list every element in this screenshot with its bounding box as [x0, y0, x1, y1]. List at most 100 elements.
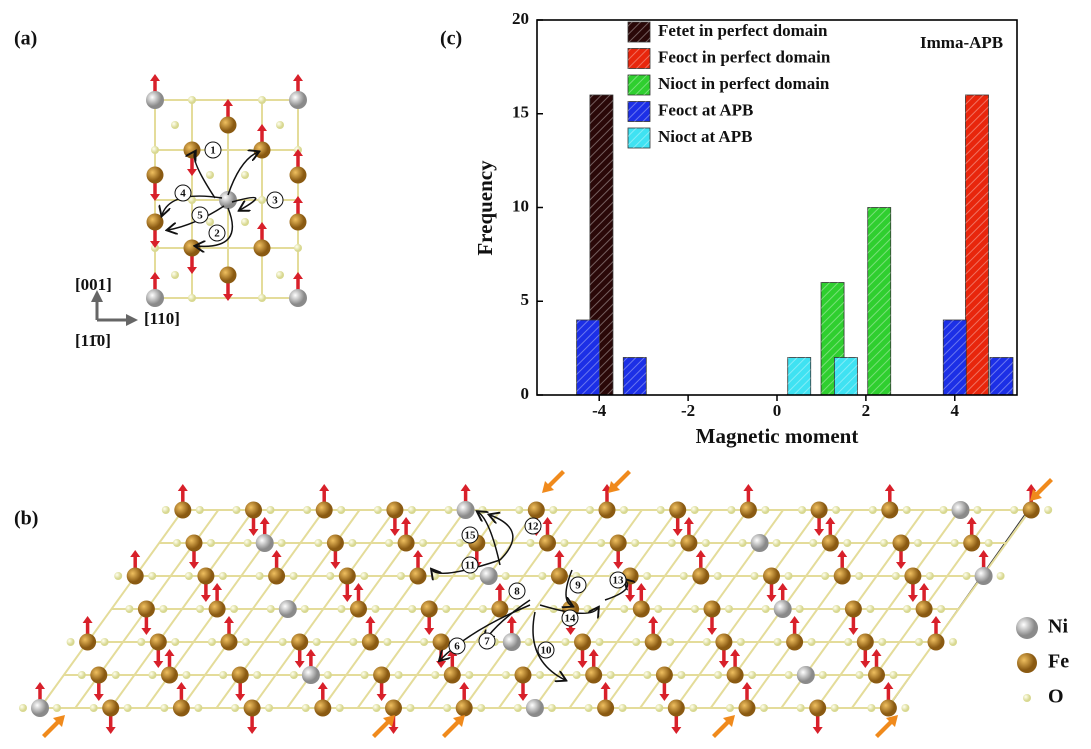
- fe-atom: [809, 700, 826, 717]
- o-atom: [301, 605, 309, 613]
- o-atom: [183, 671, 191, 679]
- o-atom: [548, 704, 556, 712]
- spin-arrow: [141, 628, 151, 635]
- o-atom: [1010, 506, 1018, 514]
- ni-atom: [279, 600, 297, 618]
- o-atom: [112, 671, 120, 679]
- o-atom: [915, 638, 923, 646]
- o-atom: [256, 572, 264, 580]
- spin-arrow: [814, 529, 824, 536]
- panel-b: (b) 6789101112131415 Ni Fe O: [14, 470, 1069, 738]
- fe-atom: [763, 568, 780, 585]
- o-atom: [278, 539, 286, 547]
- ni-atom: [503, 633, 521, 651]
- o-atom: [619, 704, 627, 712]
- o-atom: [878, 638, 886, 646]
- o-atom: [643, 572, 651, 580]
- o-atom: [762, 605, 770, 613]
- fe-atom: [254, 240, 271, 257]
- o-atom: [159, 605, 167, 613]
- path-label: 8: [514, 586, 520, 598]
- y-axis-label: Frequency: [473, 160, 497, 256]
- y-tick-label: 0: [521, 384, 530, 403]
- o-atom: [171, 121, 179, 129]
- path-label: 3: [272, 195, 278, 207]
- o-atom: [714, 572, 722, 580]
- x-tick-label: -2: [681, 401, 695, 420]
- fe-atom: [220, 267, 237, 284]
- o-atom: [241, 171, 249, 179]
- spin-arrow: [389, 727, 399, 734]
- spin-arrow: [837, 550, 847, 557]
- o-atom: [90, 704, 98, 712]
- spin-arrow: [979, 550, 989, 557]
- o-atom: [162, 506, 170, 514]
- spin-arrow: [295, 661, 305, 668]
- o-atom: [348, 539, 356, 547]
- o-atom: [727, 506, 735, 514]
- o-atom: [253, 671, 261, 679]
- o-atom: [657, 506, 665, 514]
- o-atom: [114, 572, 122, 580]
- path-label: 12: [528, 521, 540, 533]
- o-atom: [951, 539, 959, 547]
- o-atom: [536, 671, 544, 679]
- spin-arrow: [554, 550, 564, 557]
- spin-arrow: [636, 583, 646, 590]
- fe-atom: [456, 700, 473, 717]
- orange-arrow: [712, 715, 735, 738]
- o-atom: [867, 704, 875, 712]
- spin-arrow: [83, 616, 93, 623]
- o-atom: [219, 572, 227, 580]
- o-atom: [231, 704, 239, 712]
- o-atom: [160, 704, 168, 712]
- o-atom: [302, 704, 310, 712]
- o-atom: [137, 638, 145, 646]
- fe-atom: [715, 634, 732, 651]
- orange-arrow: [542, 470, 565, 493]
- y-tick-label: 10: [512, 196, 529, 215]
- o-atom: [383, 638, 391, 646]
- path-label: 9: [575, 580, 581, 592]
- spin-arrow: [566, 628, 576, 635]
- spin-arrow: [130, 550, 140, 557]
- orange-arrow: [42, 715, 65, 738]
- fe-atom: [868, 667, 885, 684]
- o-atom: [230, 605, 238, 613]
- o-atom: [843, 539, 851, 547]
- spin-arrow: [272, 550, 282, 557]
- bar-hatch: [577, 320, 600, 395]
- legend-swatch-hatch: [628, 22, 650, 42]
- fe-atom: [268, 568, 285, 585]
- o-atom: [680, 572, 688, 580]
- spin-arrow: [707, 628, 717, 635]
- ni-atom: [457, 501, 475, 519]
- fe-atom: [150, 634, 167, 651]
- spin-arrow: [742, 682, 752, 689]
- fe-atom: [539, 535, 556, 552]
- fe-atom: [254, 142, 271, 159]
- spin-arrow: [931, 616, 941, 623]
- o-atom: [338, 605, 346, 613]
- panel-c: (c) Imma-APB Magnetic moment Frequency 0…: [440, 9, 1017, 448]
- o-atom: [313, 638, 321, 646]
- spin-arrow: [377, 694, 387, 701]
- ni-atom: [797, 666, 815, 684]
- spin-arrow: [354, 583, 364, 590]
- fe-atom: [138, 601, 155, 618]
- fe-atom: [551, 568, 568, 585]
- o-atom: [821, 572, 829, 580]
- spin-arrow: [613, 562, 623, 569]
- o-atom: [538, 572, 546, 580]
- spin-arrow: [150, 272, 160, 279]
- o-atom: [206, 171, 214, 179]
- o-atom: [997, 572, 1005, 580]
- spin-arrow: [293, 74, 303, 81]
- legend-label: Ni: [1048, 616, 1068, 638]
- o-atom: [926, 572, 934, 580]
- path-label: 11: [465, 560, 475, 572]
- spin-arrow: [176, 682, 186, 689]
- fe-atom: [916, 601, 933, 618]
- o-atom: [360, 572, 368, 580]
- o-atom: [465, 671, 473, 679]
